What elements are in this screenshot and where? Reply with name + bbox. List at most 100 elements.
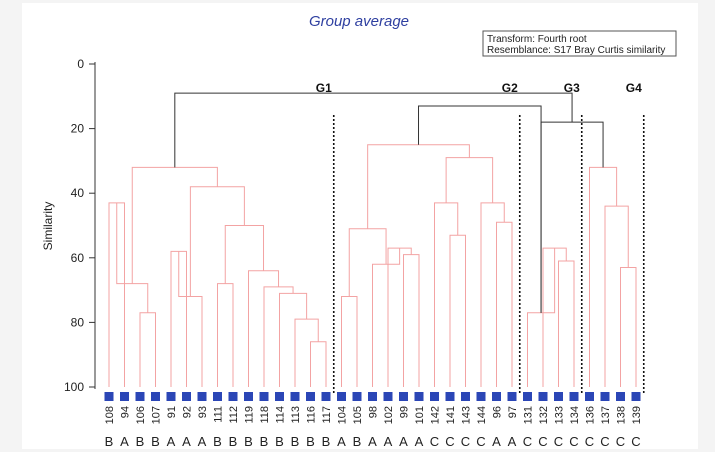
chart-title: Group average [309, 13, 409, 30]
leaf-marker [414, 392, 424, 401]
leaf-marker [476, 392, 486, 401]
leaf-marker [275, 392, 284, 401]
leaf-label: 92 [182, 406, 194, 418]
leaf-marker [228, 392, 238, 401]
leaf-label: 104 [337, 406, 349, 424]
leaf-label: 112 [228, 406, 240, 424]
leaf-group-letter: A [492, 434, 501, 449]
leaf-label: 106 [135, 406, 147, 424]
leaf-label: 141 [445, 406, 457, 424]
leaf-group-letter: B [322, 434, 331, 449]
leaf-label: 116 [306, 406, 318, 424]
leaf-marker [538, 392, 548, 401]
leaf-group-letter: A [337, 434, 346, 449]
leaf-marker [600, 392, 610, 401]
y-tick-label: 20 [71, 122, 85, 136]
leaf-label: 119 [244, 406, 256, 424]
leaf-group-letter: C [461, 434, 470, 449]
leaf-label: 134 [569, 406, 581, 424]
leaf-marker [151, 392, 160, 401]
leaf-group-letter: B [151, 434, 160, 449]
y-axis: 0 20 40 60 80 100 [64, 57, 96, 394]
leaf-label: 132 [538, 406, 550, 424]
leaf-group-letter: C [476, 434, 485, 449]
y-tick-label: 60 [71, 251, 85, 265]
leaf-group-letter: A [384, 434, 393, 449]
leaf-marker [135, 392, 145, 401]
leaf-group-letter: C [538, 434, 547, 449]
dendrogram-branches [108, 92, 637, 387]
leaf-label: 139 [631, 406, 643, 424]
leaf-label: 131 [523, 406, 535, 424]
leaf-label: 107 [151, 406, 163, 424]
leaf-marker [523, 392, 532, 401]
leaf-marker [368, 392, 377, 401]
leaf-marker [306, 392, 315, 401]
leaf-group-letter: C [631, 434, 640, 449]
leaf-label: 98 [368, 406, 380, 418]
leaf-group-letter: A [415, 434, 424, 449]
leaf-marker [352, 392, 362, 401]
leaf-label: 93 [197, 406, 209, 418]
leaf-group-letter: C [445, 434, 454, 449]
leaf-group-letter: B [213, 434, 222, 449]
leaf-label: 138 [616, 406, 628, 424]
leaf-label: 101 [414, 406, 426, 424]
leaf-label: 137 [600, 406, 612, 424]
plot-panel [22, 3, 698, 449]
leaf-label: 94 [120, 406, 132, 418]
leaf-group-letter: C [600, 434, 609, 449]
leaf-marker [337, 392, 346, 401]
leaf-group-letter: B [306, 434, 315, 449]
leaf-label: 113 [290, 406, 302, 424]
leaf-label: 114 [275, 406, 287, 424]
leaf-group-letter: B [229, 434, 238, 449]
leaf-marker [430, 392, 439, 401]
leaf-marker [569, 392, 579, 401]
leaf-label: 97 [507, 406, 519, 418]
leaf-label: 118 [259, 406, 271, 424]
leaf-group-letter: B [275, 434, 284, 449]
leaf-marker [244, 392, 253, 401]
leaf-group-letter: C [523, 434, 532, 449]
leaf-group-letter: B [136, 434, 145, 449]
leaf-label: 96 [492, 406, 504, 418]
leaf-marker [445, 392, 455, 401]
leaf-marker [321, 392, 331, 401]
y-axis-label: Similarity [41, 202, 55, 251]
y-tick-label: 80 [71, 315, 85, 329]
leaf-marker [259, 392, 269, 401]
leaf-label: 136 [585, 406, 597, 424]
leaf-group-letter: B [353, 434, 362, 449]
leaf-labels: 108 94 106 107 91 92 93 111 112 119 118 114 113 116 11… [104, 406, 643, 424]
leaf-marker [554, 392, 563, 401]
y-tick-label: 100 [64, 380, 84, 394]
leaf-marker [585, 392, 594, 401]
leaf-group-letter: C [569, 434, 578, 449]
leaf-label: 102 [383, 406, 395, 424]
group-label: G3 [564, 81, 580, 95]
leaf-group-letter: B [244, 434, 253, 449]
leaf-label: 99 [399, 406, 411, 418]
dendrogram-branch [174, 92, 573, 168]
legend-transform: Transform: Fourth root [487, 34, 587, 45]
legend-box: Transform: Fourth root Resemblance: S17 … [482, 30, 677, 57]
leaf-group-letter: A [508, 434, 517, 449]
leaf-group-letter: C [585, 434, 594, 449]
leaf-label: 117 [321, 406, 333, 424]
leaf-label: 133 [554, 406, 566, 424]
leaf-label: 108 [104, 406, 116, 424]
leaf-marker [197, 392, 207, 401]
leaf-marker [120, 392, 129, 401]
leaf-marker [213, 392, 222, 401]
y-tick-label: 0 [77, 57, 84, 71]
leaf-group-letter: B [260, 434, 269, 449]
leaf-marker [104, 392, 114, 401]
leaf-label: 91 [166, 406, 178, 418]
group-separators: G1 G2 G3 G4 [316, 81, 645, 393]
leaf-group-letter: A [120, 434, 129, 449]
leaf-group-letter: C [616, 434, 625, 449]
leaf-group-letter: A [368, 434, 377, 449]
leaf-marker [492, 392, 501, 401]
